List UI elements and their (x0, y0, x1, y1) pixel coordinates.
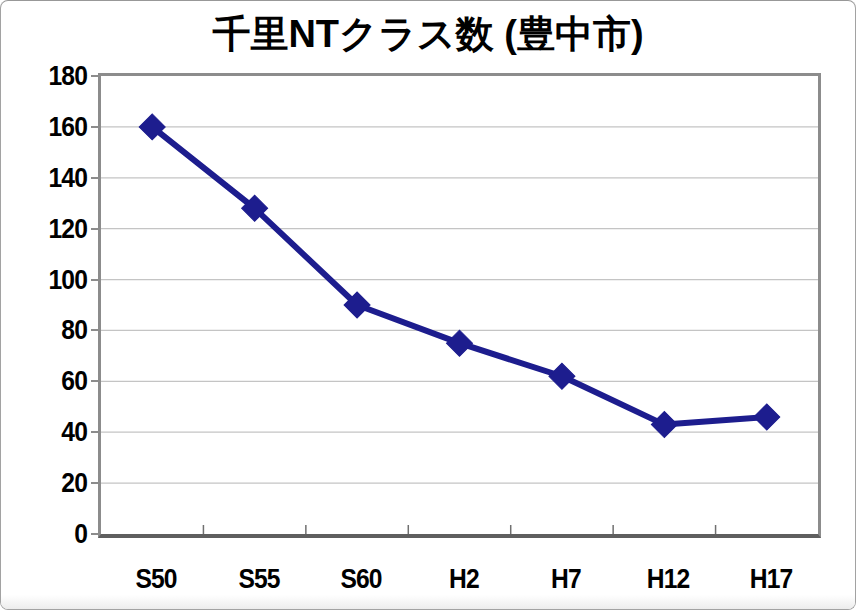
data-line (152, 127, 767, 425)
x-axis-tick-label: H12 (620, 563, 717, 595)
chart-title: 千里NTクラス数 (豊中市) (1, 9, 855, 60)
y-axis-tick-label: 120 (11, 213, 87, 245)
data-point-marker (651, 412, 677, 438)
y-axis-tick (91, 380, 98, 382)
y-axis-tick (91, 329, 98, 331)
chart-page: 千里NTクラス数 (豊中市) 020406080100120140160180 … (0, 0, 856, 610)
y-axis-tick-label: 100 (11, 264, 87, 296)
x-axis-tick-label: H7 (518, 563, 615, 595)
y-axis-tick (91, 431, 98, 433)
y-axis-tick (91, 177, 98, 179)
line-chart-plot (101, 76, 818, 534)
y-axis-tick (91, 126, 98, 128)
data-point-marker (446, 330, 472, 356)
y-axis-tick-label: 160 (11, 111, 87, 143)
x-axis-tick-label: S50 (108, 563, 205, 595)
y-axis-tick (91, 75, 98, 77)
y-axis-tick-label: 0 (11, 518, 87, 550)
data-point-marker (549, 363, 575, 389)
plot-area (98, 73, 821, 538)
y-axis-tick-label: 60 (11, 365, 87, 397)
y-axis-tick (91, 482, 98, 484)
y-axis-tick-label: 140 (11, 162, 87, 194)
y-axis-tick (91, 228, 98, 230)
y-axis-tick-label: 80 (11, 314, 87, 346)
y-axis-tick-label: 20 (11, 467, 87, 499)
y-axis-tick-label: 40 (11, 416, 87, 448)
y-axis-tick-label: 180 (11, 60, 87, 92)
x-axis-tick-label: S60 (313, 563, 410, 595)
x-axis-tick-label: S55 (210, 563, 307, 595)
y-axis-tick (91, 279, 98, 281)
data-point-marker (754, 404, 780, 430)
x-axis-tick-label: H17 (722, 563, 819, 595)
y-axis-tick (91, 533, 98, 535)
x-axis-tick-label: H2 (415, 563, 512, 595)
